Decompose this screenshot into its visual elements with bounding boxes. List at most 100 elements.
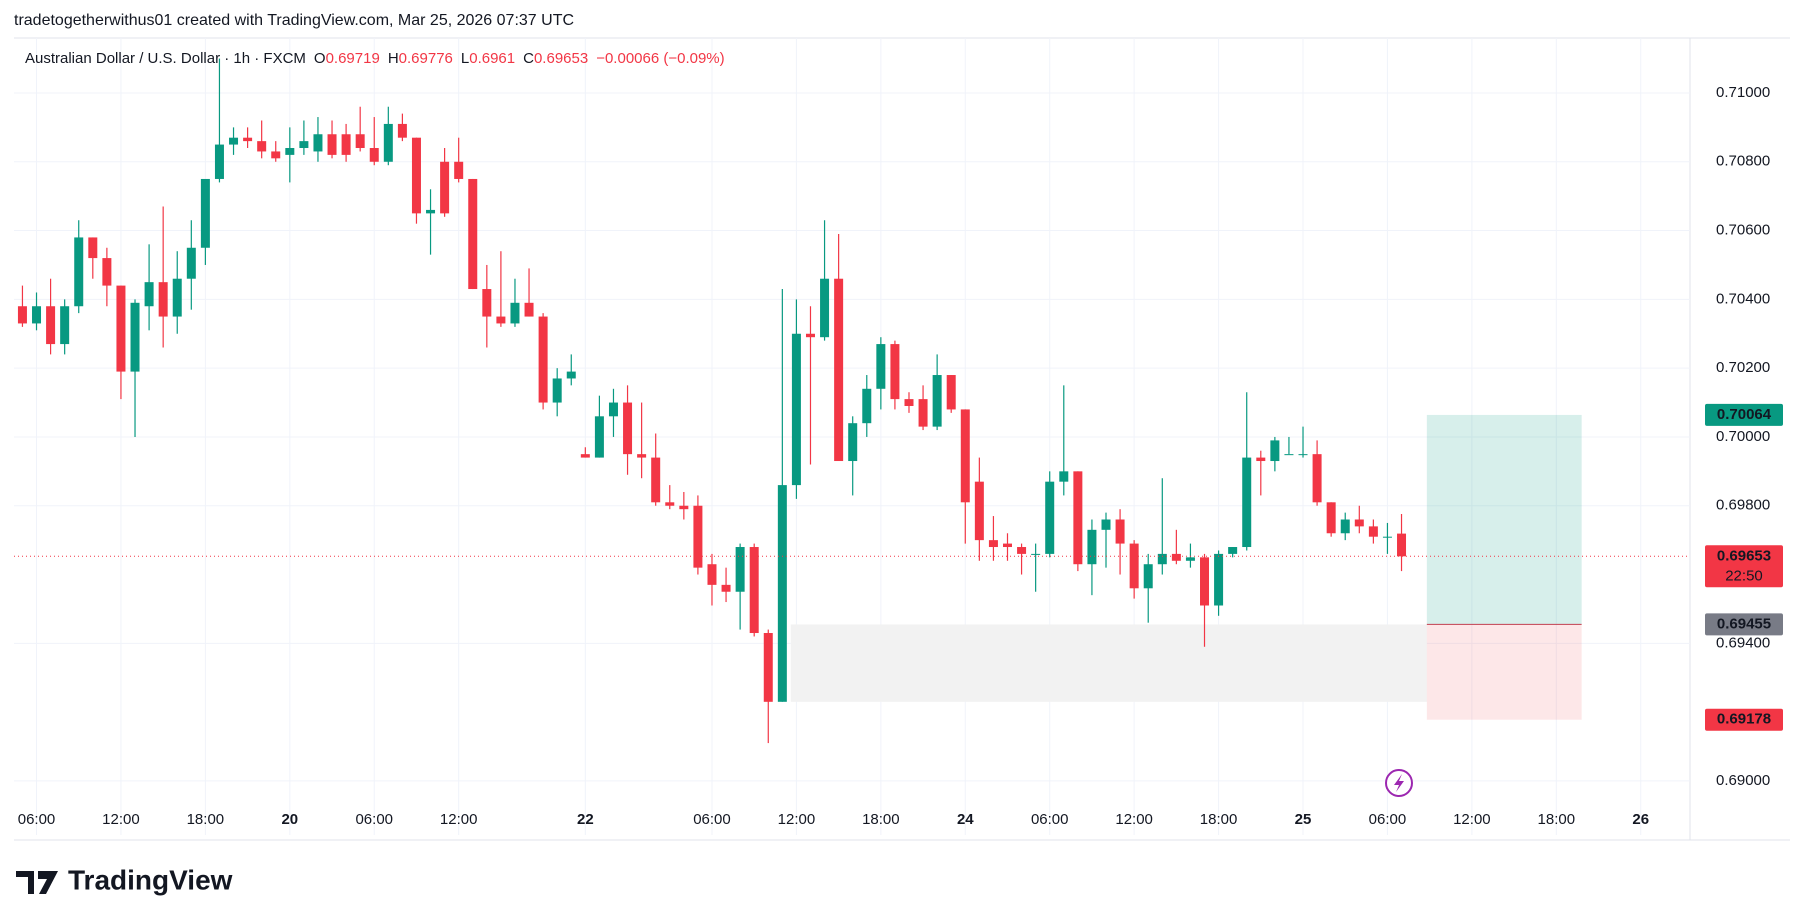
legend-key: H [388,50,399,67]
candle-body [172,278,182,317]
x-tick-label: 06:00 [1031,811,1069,828]
candle-body [693,505,703,568]
candle-body [341,134,351,155]
alert-icon[interactable] [1385,769,1413,797]
candle-body [932,375,942,427]
candle-body [848,423,858,462]
candle-body [299,141,309,149]
logo-text: TradingView [68,864,233,895]
x-tick-label: 25 [1295,811,1312,828]
candle-body [1340,519,1350,534]
x-tick-label: 12:00 [440,811,478,828]
candle-body [46,306,56,345]
candle-body [763,633,773,702]
candle-body [32,306,42,324]
x-tick-label: 12:00 [1115,811,1153,828]
candle-body [1017,547,1027,554]
candle-body [566,371,576,379]
x-tick-label: 18:00 [862,811,900,828]
candle-body [608,402,618,417]
candle-body [271,151,281,159]
price-label: 0.69455 [1717,615,1771,632]
x-tick-label: 26 [1632,811,1649,828]
x-tick-label: 06:00 [18,811,56,828]
candle-body [538,316,548,403]
candle-body [144,282,154,307]
legend-key: C [523,50,534,67]
candle-body [1171,553,1181,561]
candle-body [1312,454,1322,503]
x-tick-label: 12:00 [102,811,140,828]
y-tick-label: 0.70200 [1716,359,1770,376]
symbol: Australian Dollar / U.S. Dollar · 1h · F… [25,50,306,67]
candle-body [960,409,970,503]
candle-body [876,344,886,389]
candle-body [426,209,436,214]
candle-body [214,144,224,179]
candle-body [1382,536,1392,538]
y-tick-label: 0.70600 [1716,222,1770,239]
candle-body [820,278,830,338]
candle-body [1073,471,1083,565]
y-tick-label: 0.69800 [1716,497,1770,514]
candle-body [257,141,267,152]
candle-body [454,161,464,179]
candle-body [1284,454,1294,456]
price-label-bg [1705,403,1783,426]
candle-body [1228,547,1238,554]
candle-body [510,302,520,324]
candle-body [1101,519,1111,530]
y-tick-label: 0.70800 [1716,153,1770,170]
candle-body [988,540,998,548]
legend: Australian Dollar / U.S. Dollar · 1h · F… [25,50,725,67]
candle-body [369,148,379,162]
x-tick-label: 22 [577,811,594,828]
price-label: 0.70064 [1717,406,1772,423]
candle-body [1368,526,1378,537]
candle-body [974,481,984,541]
candle-body [200,178,210,248]
candle-body [116,285,126,372]
x-tick-label: 06:00 [1369,811,1407,828]
candle-body [60,306,70,345]
y-tick-label: 0.71000 [1716,84,1770,101]
logo[interactable]: TradingView [16,864,233,895]
price-label: 0.69178 [1717,711,1771,728]
candle-body [552,378,562,403]
candle-body [1270,440,1280,462]
candle-body [158,282,168,317]
candle-body [130,302,140,372]
candle-body [1115,519,1125,544]
candle-body [946,375,956,410]
marks [14,58,1690,744]
candle-body [890,344,900,400]
candle-body [580,454,590,458]
candle-body [1185,557,1195,561]
candle-body [707,564,717,585]
candle-body [1031,553,1041,555]
candle-body [496,316,506,324]
candle-body [88,237,98,259]
candle-body [665,502,675,506]
candle-body [834,278,844,462]
candle-body [623,402,633,455]
candle-body [1326,502,1336,534]
candle-body [1045,481,1055,554]
candle-body [1397,533,1407,557]
candle-body [1002,543,1012,548]
x-tick-label: 18:00 [187,811,225,828]
candle-body [524,302,534,317]
candle-body [229,137,239,145]
candle-body [397,123,407,138]
candle-body [102,258,112,286]
candle-body [1214,553,1224,606]
candle-body [862,388,872,424]
candle-body [594,416,604,458]
zone [790,624,1427,702]
candle-body [735,547,745,592]
x-tick-label: 12:00 [1453,811,1491,828]
candle-body [1059,471,1069,482]
header: tradetogetherwithus01 created with Tradi… [14,12,574,29]
